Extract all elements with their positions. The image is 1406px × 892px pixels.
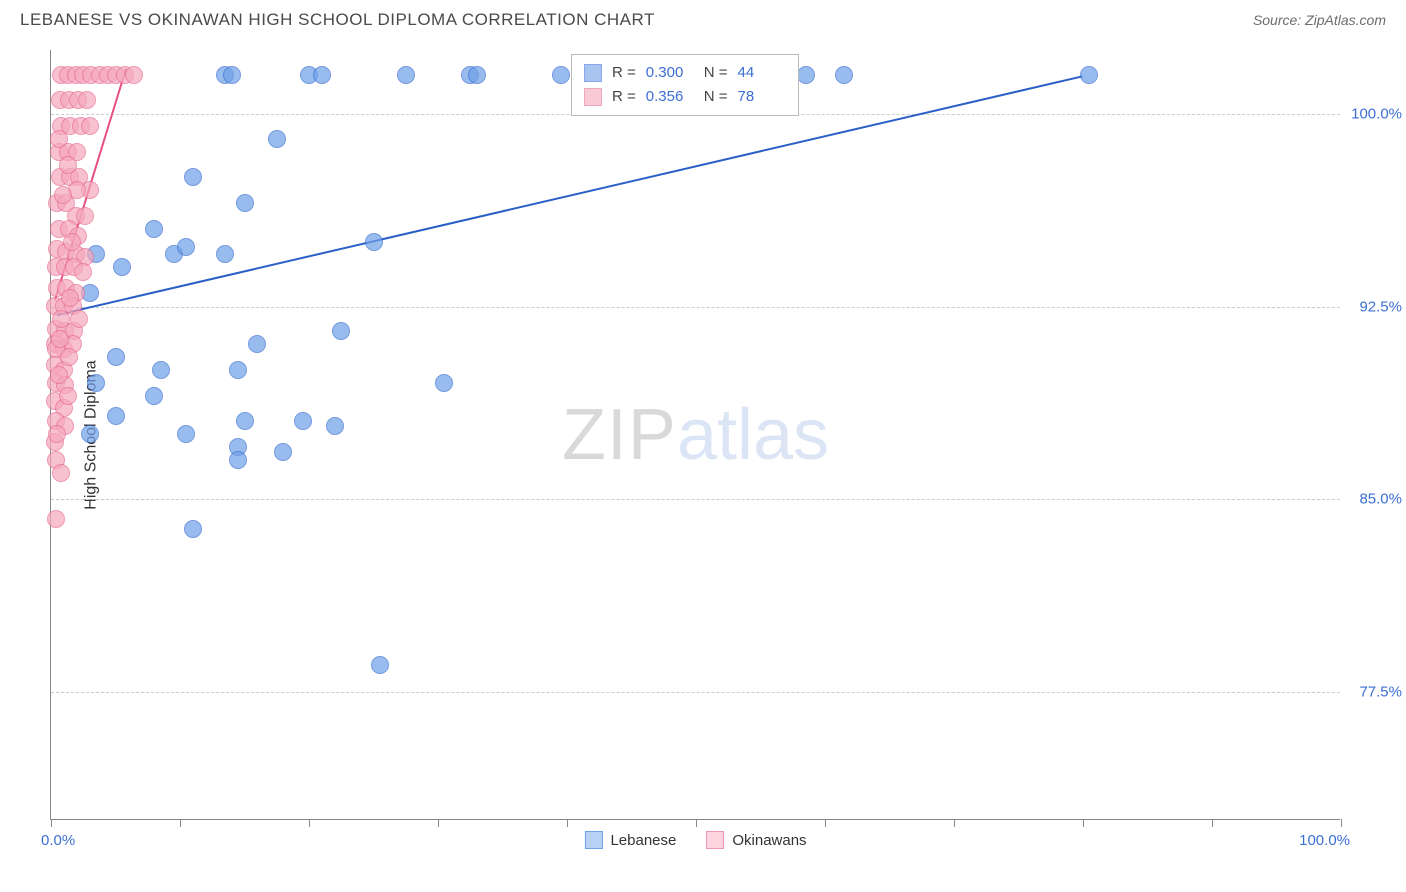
point-lebanese: [797, 66, 815, 84]
point-lebanese: [184, 520, 202, 538]
n-label: N =: [704, 61, 728, 85]
ytick-label: 100.0%: [1347, 106, 1402, 123]
point-lebanese: [145, 220, 163, 238]
point-lebanese: [435, 374, 453, 392]
xaxis-max-label: 100.0%: [1299, 832, 1350, 849]
point-lebanese: [274, 443, 292, 461]
point-lebanese: [1080, 66, 1098, 84]
series-legend: Lebanese Okinawans: [584, 831, 806, 849]
point-lebanese: [152, 361, 170, 379]
ytick-label: 77.5%: [1347, 683, 1402, 700]
point-okinawans: [50, 366, 68, 384]
point-lebanese: [365, 233, 383, 251]
gridline: [51, 499, 1340, 500]
point-lebanese: [216, 245, 234, 263]
xtick: [1212, 819, 1213, 827]
point-okinawans: [52, 464, 70, 482]
point-lebanese: [268, 130, 286, 148]
point-okinawans: [59, 156, 77, 174]
point-lebanese: [107, 348, 125, 366]
legend-item-lebanese: Lebanese: [584, 831, 676, 849]
point-okinawans: [78, 91, 96, 109]
point-lebanese: [229, 361, 247, 379]
n-label: N =: [704, 85, 728, 109]
source-attribution: Source: ZipAtlas.com: [1253, 12, 1386, 28]
point-okinawans: [76, 207, 94, 225]
point-lebanese: [326, 417, 344, 435]
point-okinawans: [51, 330, 69, 348]
n-value: 78: [738, 85, 786, 109]
point-okinawans: [63, 233, 81, 251]
stats-row-lebanese: R = 0.300 N = 44: [584, 61, 786, 85]
watermark-zip: ZIP: [562, 395, 677, 475]
xtick: [438, 819, 439, 827]
point-lebanese: [184, 168, 202, 186]
point-okinawans: [74, 263, 92, 281]
ytick-label: 85.0%: [1347, 491, 1402, 508]
point-okinawans: [50, 130, 68, 148]
r-value: 0.356: [646, 85, 694, 109]
point-lebanese: [236, 412, 254, 430]
xtick: [309, 819, 310, 827]
point-lebanese: [397, 66, 415, 84]
point-lebanese: [81, 425, 99, 443]
xtick: [1083, 819, 1084, 827]
point-lebanese: [229, 451, 247, 469]
stats-row-okinawans: R = 0.356 N = 78: [584, 85, 786, 109]
point-okinawans: [60, 348, 78, 366]
scatter-chart: High School Diploma ZIPatlas 0.0% 100.0%…: [50, 50, 1340, 820]
legend-label: Lebanese: [610, 832, 676, 849]
point-lebanese: [332, 322, 350, 340]
point-lebanese: [248, 335, 266, 353]
r-value: 0.300: [646, 61, 694, 85]
point-okinawans: [47, 510, 65, 528]
point-lebanese: [145, 387, 163, 405]
point-okinawans: [52, 310, 70, 328]
point-okinawans: [54, 186, 72, 204]
point-okinawans: [81, 117, 99, 135]
point-lebanese: [468, 66, 486, 84]
gridline: [51, 307, 1340, 308]
xaxis-min-label: 0.0%: [41, 832, 75, 849]
xtick: [696, 819, 697, 827]
point-lebanese: [223, 66, 241, 84]
point-lebanese: [552, 66, 570, 84]
xtick: [954, 819, 955, 827]
point-lebanese: [294, 412, 312, 430]
r-label: R =: [612, 85, 636, 109]
n-value: 44: [738, 61, 786, 85]
point-okinawans: [48, 425, 66, 443]
watermark-atlas: atlas: [677, 395, 829, 475]
point-lebanese: [87, 374, 105, 392]
point-lebanese: [177, 425, 195, 443]
point-okinawans: [61, 289, 79, 307]
swatch-okinawans: [584, 88, 602, 106]
point-okinawans: [125, 66, 143, 84]
chart-title: LEBANESE VS OKINAWAN HIGH SCHOOL DIPLOMA…: [20, 10, 655, 30]
point-lebanese: [313, 66, 331, 84]
xtick: [51, 819, 52, 827]
point-lebanese: [371, 656, 389, 674]
point-lebanese: [236, 194, 254, 212]
point-lebanese: [107, 407, 125, 425]
point-lebanese: [835, 66, 853, 84]
legend-item-okinawans: Okinawans: [706, 831, 806, 849]
point-lebanese: [177, 238, 195, 256]
swatch-lebanese: [584, 64, 602, 82]
gridline: [51, 692, 1340, 693]
point-okinawans: [70, 310, 88, 328]
xtick: [825, 819, 826, 827]
xtick: [567, 819, 568, 827]
point-okinawans: [59, 387, 77, 405]
point-lebanese: [113, 258, 131, 276]
r-label: R =: [612, 61, 636, 85]
legend-label: Okinawans: [732, 832, 806, 849]
legend-swatch: [584, 831, 602, 849]
stats-legend: R = 0.300 N = 44 R = 0.356 N = 78: [571, 54, 799, 116]
watermark: ZIPatlas: [562, 394, 829, 476]
legend-swatch: [706, 831, 724, 849]
xtick: [1341, 819, 1342, 827]
xtick: [180, 819, 181, 827]
ytick-label: 92.5%: [1347, 298, 1402, 315]
